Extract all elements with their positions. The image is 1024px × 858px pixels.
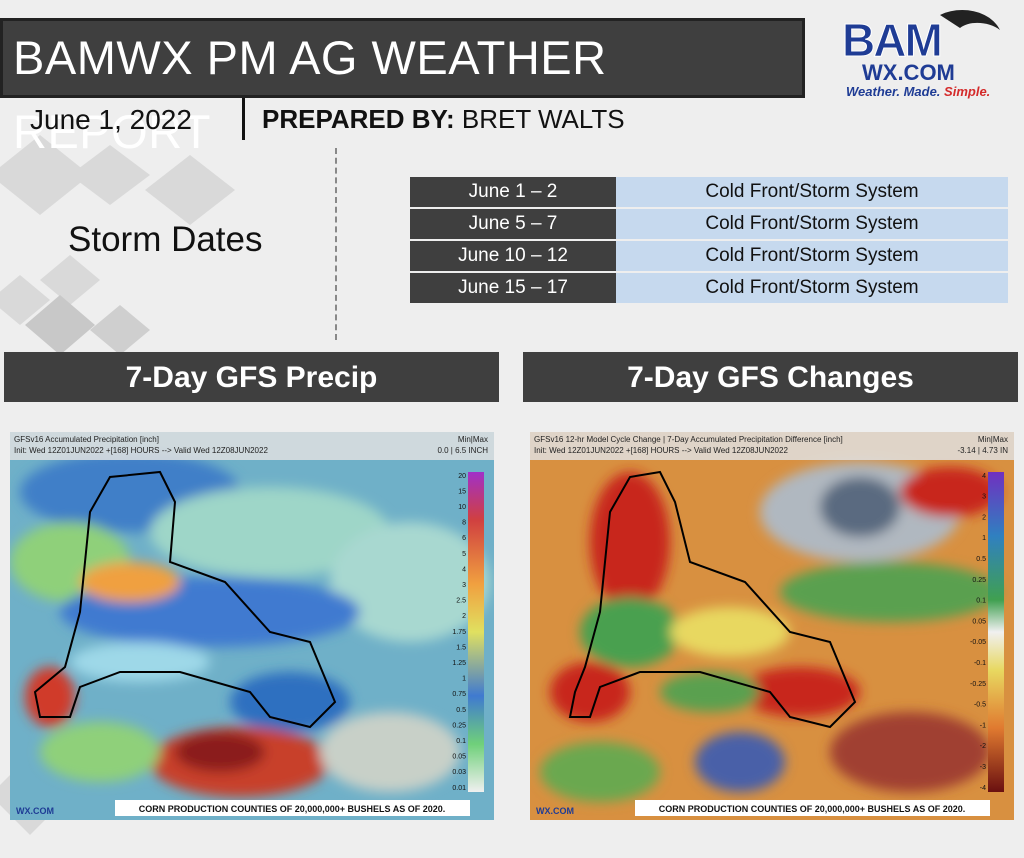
corn-outline: [568, 470, 857, 729]
tagline-word: Weather.: [846, 84, 900, 99]
storm-date: June 1 – 2: [410, 177, 616, 209]
legend-label: 8: [462, 520, 466, 527]
logo-tagline: Weather. Made. Simple.: [846, 84, 990, 99]
legend-label: 2: [462, 613, 466, 620]
legend-label: 0.05: [972, 618, 986, 625]
prepared-by: PREPARED BY: BRET WALTS: [262, 104, 625, 135]
legend-label: 2.5: [456, 598, 466, 605]
logo-swirl: [940, 10, 1000, 30]
legend-label: 1: [462, 676, 466, 683]
range-value: 0.0 | 6.5 INCH: [437, 446, 488, 455]
legend-label: -0.5: [974, 702, 986, 709]
legend-label: 2: [982, 514, 986, 521]
legend-label: 0.25: [972, 577, 986, 584]
map-header-bg: [10, 432, 494, 460]
legend-label: -0.25: [970, 681, 986, 688]
map-footer: CORN PRODUCTION COUNTIES OF 20,000,000+ …: [659, 804, 966, 814]
prepared-label: PREPARED BY:: [262, 104, 455, 134]
legend-label: 5: [462, 551, 466, 558]
legend-label: 0.1: [976, 598, 986, 605]
legend-label: 20: [458, 473, 466, 480]
logo-brand: BAM: [842, 14, 941, 66]
map-footer: CORN PRODUCTION COUNTIES OF 20,000,000+ …: [139, 804, 446, 814]
map-watermark: WX.COM: [536, 806, 574, 816]
range-label: Min|Max: [978, 435, 1008, 444]
legend-label: 4: [462, 566, 466, 573]
section-heading: 7-Day GFS Changes: [523, 352, 1018, 402]
legend-label: 1.75: [452, 629, 466, 636]
map-watermark: WX.COM: [16, 806, 54, 816]
prepared-name: BRET WALTS: [461, 104, 625, 134]
legend-bar: [468, 472, 484, 792]
legend-label: 15: [458, 488, 466, 495]
tagline-word: Made.: [904, 84, 941, 99]
legend-label: -3: [980, 764, 986, 771]
legend-bar: [988, 472, 1004, 792]
map-subtitle: Init: Wed 12Z01JUN2022 +[168] HOURS --> …: [534, 446, 788, 455]
storm-date: June 10 – 12: [410, 240, 616, 273]
changes-map: GFSv16 12-hr Model Cycle Change | 7-Day …: [530, 432, 1014, 820]
legend-label: 1.5: [456, 644, 466, 651]
legend-label: 3: [462, 582, 466, 589]
legend-label: 0.75: [452, 691, 466, 698]
legend-label: 0.1: [456, 738, 466, 745]
dashed-divider: [335, 148, 337, 340]
divider: [242, 98, 245, 140]
legend-label: 1: [982, 535, 986, 542]
legend-label: -0.05: [970, 639, 986, 646]
storm-row: June 1 – 2 Cold Front/Storm System: [410, 177, 1008, 209]
range-value: -3.14 | 4.73 IN: [957, 446, 1008, 455]
range-label: Min|Max: [458, 435, 488, 444]
tagline-word: Simple.: [944, 84, 990, 99]
legend-label: 0.5: [976, 556, 986, 563]
map-header-bg: [530, 432, 1014, 460]
storm-event: Cold Front/Storm System: [616, 272, 1008, 305]
legend-label: 0.05: [452, 754, 466, 761]
map-subtitle: Init: Wed 12Z01JUN2022 +[168] HOURS --> …: [14, 446, 268, 455]
map-title: GFSv16 Accumulated Precipitation [inch]: [14, 435, 159, 444]
storm-row: June 5 – 7 Cold Front/Storm System: [410, 208, 1008, 241]
legend-label: 6: [462, 535, 466, 542]
report-title: BAMWX PM AG WEATHER REPORT: [0, 18, 805, 158]
logo-site: WX.COM: [862, 60, 955, 85]
precip-map: GFSv16 Accumulated Precipitation [inch] I…: [10, 432, 494, 820]
legend-label: 0.5: [456, 707, 466, 714]
legend-label: 1.25: [452, 660, 466, 667]
storm-row: June 15 – 17 Cold Front/Storm System: [410, 272, 1008, 305]
legend-label: 3: [982, 494, 986, 501]
legend-label: 0.01: [452, 785, 466, 792]
legend-label: 10: [458, 504, 466, 511]
storm-event: Cold Front/Storm System: [616, 177, 1008, 209]
legend-label: 0.03: [452, 769, 466, 776]
legend-label: -1: [980, 722, 986, 729]
footer-bg: [115, 800, 470, 816]
legend-label: 0.25: [452, 722, 466, 729]
corn-outline: [33, 470, 337, 729]
storm-event: Cold Front/Storm System: [616, 208, 1008, 241]
map-title: GFSv16 12-hr Model Cycle Change | 7-Day …: [534, 435, 843, 444]
storm-row: June 10 – 12 Cold Front/Storm System: [410, 240, 1008, 273]
footer-bg: [635, 800, 990, 816]
legend-label: 4: [982, 473, 986, 480]
storm-table: June 1 – 2 Cold Front/Storm System June 5 …: [410, 177, 1008, 305]
storm-date: June 15 – 17: [410, 272, 616, 305]
legend-label: -0.1: [974, 660, 986, 667]
storm-event: Cold Front/Storm System: [616, 240, 1008, 273]
section-heading: 7-Day GFS Precip: [4, 352, 499, 402]
logo: BAM WX.COM Weather. Made. Simple.: [842, 10, 1000, 99]
storm-date: June 5 – 7: [410, 208, 616, 241]
legend-label: -2: [980, 743, 986, 750]
storm-heading: Storm Dates: [68, 220, 263, 259]
legend-label: -4: [980, 785, 986, 792]
report-date: June 1, 2022: [30, 104, 192, 135]
